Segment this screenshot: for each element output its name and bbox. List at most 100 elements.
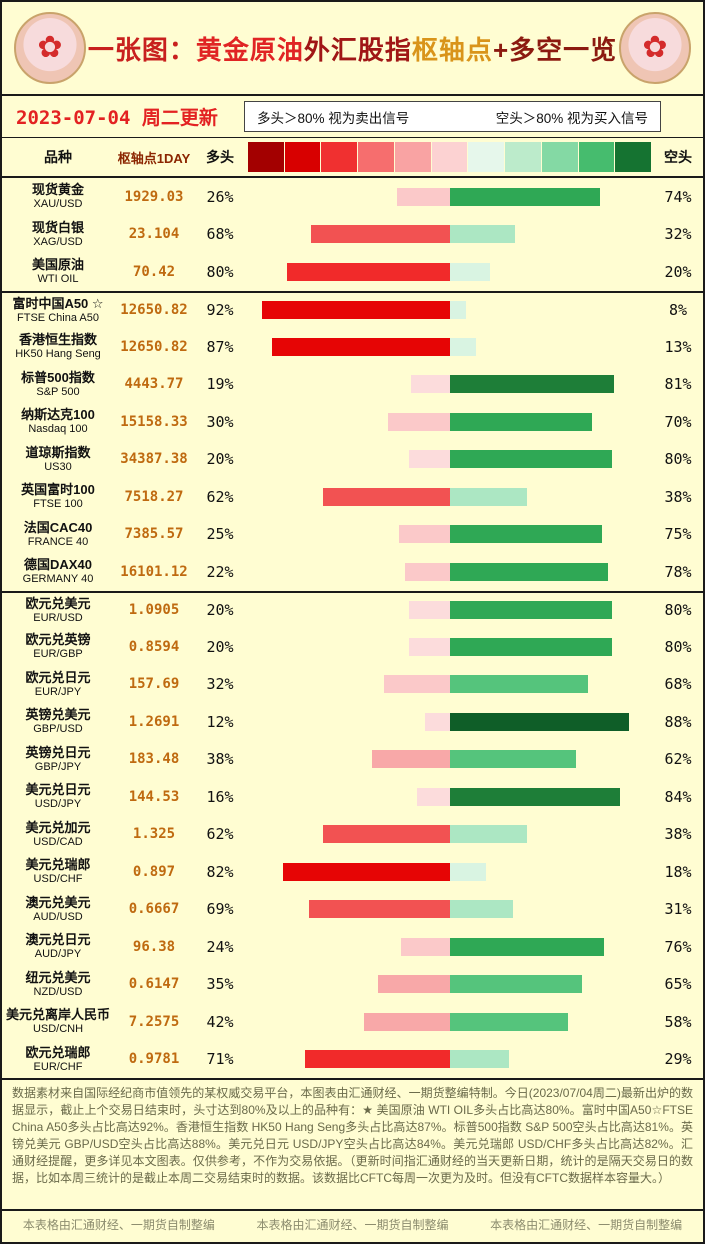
long-bar [408, 450, 450, 469]
instrument-cell: 欧元兑美元 EUR/USD [2, 595, 114, 624]
instrument-cell: 英镑兑美元 GBP/USD [2, 707, 114, 735]
short-percent: 31% [664, 900, 692, 919]
sentiment-bar [246, 741, 653, 779]
long-percent: 42% [206, 1012, 234, 1031]
table-row: 欧元兑日元 EUR/JPY 157.69 32% 68% [2, 666, 703, 704]
instrument-name: 纳斯达克100 [21, 407, 95, 423]
instrument-cell: 美元兑离岸人民币 USD/CNH [2, 1007, 114, 1035]
long-percent: 19% [206, 375, 234, 394]
scale-color-box [578, 142, 615, 172]
instrument-code: EUR/USD [33, 611, 83, 624]
short-percent: 38% [664, 825, 692, 844]
instrument-code: Nasdaq 100 [28, 423, 88, 436]
instrument-cell: 英国富时100 FTSE 100 [2, 482, 114, 510]
pivot-value: 4443.77 [124, 376, 184, 393]
instrument-name: 英镑兑美元 [25, 707, 91, 723]
instrument-name: 美元兑加元 [25, 819, 91, 835]
table-row: 美元兑加元 USD/CAD 1.325 62% 38% [2, 816, 703, 854]
scale-color-box [431, 142, 468, 172]
sentiment-bar [246, 666, 653, 704]
long-percent: 16% [206, 787, 234, 806]
instrument-code: FTSE China A50 [17, 311, 99, 324]
short-percent: 18% [664, 862, 692, 881]
short-percent: 8% [668, 301, 688, 320]
sentiment-bar [246, 703, 653, 741]
long-percent: 82% [206, 862, 234, 881]
instrument-cell: 欧元兑英镑 EUR/GBP [2, 632, 114, 660]
pivot-value: 183.48 [128, 751, 180, 768]
flower-icon: ✿ [37, 31, 63, 64]
instrument-name: 欧元兑美元 [25, 595, 91, 611]
instrument-name: 澳元兑日元 [25, 932, 91, 948]
instrument-name: 美元兑离岸人民币 [5, 1007, 110, 1023]
long-bar [323, 825, 450, 844]
long-percent: 92% [206, 301, 234, 320]
column-header-pivot: 枢轴点1DAY [117, 150, 191, 166]
color-scale [246, 138, 653, 176]
pivot-value: 34387.38 [120, 451, 188, 468]
sentiment-bar [246, 891, 653, 929]
instrument-code: GERMANY 40 [22, 573, 94, 586]
table-row: 纳斯达克100 Nasdaq 100 15158.33 30% 70% [2, 403, 703, 441]
table-row: 纽元兑美元 NZD/USD 0.6147 35% 65% [2, 966, 703, 1004]
instrument-name: 美元兑日元 [25, 782, 91, 798]
short-bar [449, 937, 605, 956]
short-percent: 13% [664, 337, 692, 356]
title-segment: 枢轴点 [411, 34, 493, 65]
long-bar [408, 601, 450, 620]
long-bar [323, 487, 450, 506]
footer-credit: 本表格由汇通财经、一期货自制整编 [22, 1217, 215, 1232]
instrument-code: AUD/USD [33, 910, 83, 923]
table-row: 德国DAX40 GERMANY 40 16101.12 22% 78% [2, 553, 703, 591]
sentiment-bar [246, 178, 653, 216]
instrument-name: 澳元兑美元 [25, 894, 91, 910]
long-percent: 22% [206, 562, 234, 581]
long-bar [378, 975, 450, 994]
title-segment: 外汇股指 [303, 34, 412, 65]
instrument-cell: 道琼斯指数 US30 [2, 445, 114, 473]
short-bar [449, 712, 629, 731]
instrument-name: 欧元兑瑞郎 [25, 1044, 91, 1060]
long-percent: 25% [206, 525, 234, 544]
table-row: 澳元兑日元 AUD/JPY 96.38 24% 76% [2, 928, 703, 966]
table-row: 欧元兑美元 EUR/USD 1.0905 20% 80% [2, 590, 703, 629]
instrument-name: 英国富时100 [21, 482, 95, 498]
table-row: 美元兑日元 USD/JPY 144.53 16% 84% [2, 778, 703, 816]
short-percent: 78% [664, 562, 692, 581]
table-row: 美元兑瑞郎 USD/CHF 0.897 82% 18% [2, 853, 703, 891]
short-percent: 62% [664, 750, 692, 769]
table-row: 道琼斯指数 US30 34387.38 20% 80% [2, 441, 703, 479]
table-row: 富时中国A50 ☆ FTSE China A50 12650.82 92% 8% [2, 290, 703, 329]
instrument-cell: 纳斯达克100 Nasdaq 100 [2, 407, 114, 436]
long-percent: 71% [206, 1050, 234, 1069]
long-percent: 62% [206, 825, 234, 844]
header: ✿ 一张图：黄金原油外汇股指枢轴点+多空一览 ✿ [2, 2, 703, 96]
long-percent: 80% [206, 262, 234, 281]
long-bar [309, 900, 450, 919]
instrument-code: HK50 Hang Seng [15, 348, 101, 361]
short-bar [449, 675, 588, 694]
instrument-cell: 标普500指数 S&P 500 [2, 370, 114, 398]
instrument-code: USD/CHF [33, 873, 83, 886]
footer: 本表格由汇通财经、一期货自制整编 本表格由汇通财经、一期货自制整编 本表格由汇通… [2, 1209, 703, 1237]
table-row: 美元兑离岸人民币 USD/CNH 7.2575 42% 58% [2, 1003, 703, 1041]
instrument-code: GBP/JPY [34, 760, 82, 773]
long-bar [372, 750, 450, 769]
flower-badge-icon: ✿ [14, 12, 86, 84]
short-bar [449, 412, 592, 431]
long-percent: 30% [206, 412, 234, 431]
instrument-cell: 富时中国A50 ☆ FTSE China A50 [2, 296, 114, 324]
pivot-value: 1.2691 [128, 713, 180, 730]
short-percent: 75% [664, 525, 692, 544]
short-bar [449, 975, 582, 994]
scale-color-box [505, 142, 541, 172]
footer-credit: 本表格由汇通财经、一期货自制整编 [490, 1217, 683, 1232]
title-segment: 黄金原油 [195, 34, 304, 65]
short-percent: 84% [664, 787, 692, 806]
table-row: 标普500指数 S&P 500 4443.77 19% 81% [2, 366, 703, 404]
scale-color-box [394, 142, 431, 172]
short-bar [449, 375, 615, 394]
long-percent: 32% [206, 675, 234, 694]
table-header: 品种 枢轴点1DAY 多头 空头 [2, 138, 703, 178]
